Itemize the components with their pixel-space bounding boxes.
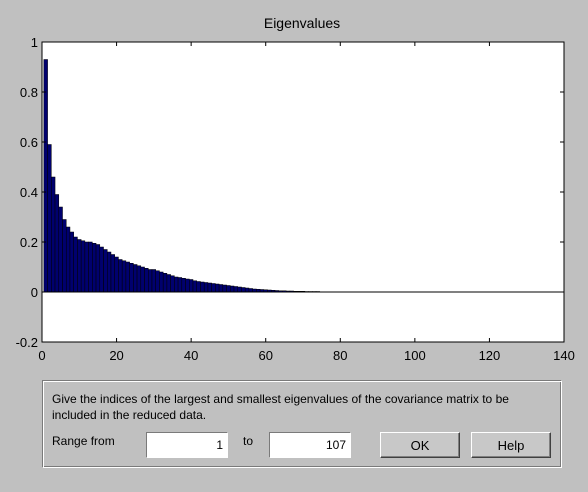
bar-19 <box>110 254 115 293</box>
bar-39 <box>185 278 190 293</box>
bar-2 <box>47 144 52 293</box>
x-tick-label: 0 <box>38 348 45 363</box>
bar-36 <box>174 276 179 293</box>
x-tick-label: 100 <box>404 348 426 363</box>
bar-37 <box>177 277 183 293</box>
to-label: to <box>243 434 254 448</box>
bar-41 <box>192 280 197 293</box>
bar-21 <box>118 259 123 293</box>
bar-16 <box>99 246 104 293</box>
range-from-input[interactable] <box>146 432 228 458</box>
bar-56 <box>248 288 253 293</box>
bar-1 <box>43 59 48 293</box>
range-to-input[interactable] <box>269 432 351 458</box>
bar-18 <box>107 251 112 293</box>
bar-17 <box>103 249 108 293</box>
bar-32 <box>159 271 164 293</box>
ok-button[interactable]: OK <box>380 432 460 458</box>
bar-38 <box>181 278 186 293</box>
range-from-label: Range from <box>52 434 115 448</box>
bar-51 <box>230 285 235 293</box>
x-tick-label: 140 <box>553 348 575 363</box>
x-tick-label: 20 <box>109 348 123 363</box>
y-tick-label: 0.6 <box>20 135 38 150</box>
bar-30 <box>151 269 156 293</box>
y-tick-label: 0 <box>31 285 38 300</box>
bar-11 <box>80 240 86 293</box>
y-axis: -0.2 0 0.2 0.4 0.6 0.8 1 <box>16 35 564 350</box>
bar-7 <box>65 226 71 293</box>
bar-13 <box>88 241 93 293</box>
plot-area <box>41 41 565 343</box>
bar-10 <box>77 239 82 293</box>
bar-14 <box>92 243 97 293</box>
help-button[interactable]: Help <box>471 432 551 458</box>
x-tick-label: 60 <box>258 348 272 363</box>
bar-27 <box>140 266 145 293</box>
y-tick-label: 0.2 <box>20 235 38 250</box>
bar-44 <box>203 282 209 293</box>
bar-54 <box>241 287 246 293</box>
bar-53 <box>237 286 242 293</box>
bar-35 <box>170 275 175 293</box>
bar-23 <box>125 261 130 293</box>
bar-55 <box>244 287 250 293</box>
bar-52 <box>233 286 238 293</box>
prompt-text: Give the indices of the largest and smal… <box>52 392 509 422</box>
bar-47 <box>215 283 220 293</box>
eigenvalue-chart: Eigenvalues -0.200.20.40.60.81 0 20 40 60 80… <box>16 15 575 363</box>
y-tick-label: 0.4 <box>20 185 38 200</box>
bar-34 <box>166 274 171 293</box>
bar-42 <box>196 281 201 293</box>
chart-title: Eigenvalues <box>264 15 340 31</box>
bar-28 <box>144 268 149 293</box>
x-axis: 0 20 40 60 80 100 120 140 <box>38 42 575 363</box>
bar-9 <box>73 236 78 293</box>
bar-43 <box>200 281 205 293</box>
bar-40 <box>189 279 194 293</box>
bar-15 <box>95 244 101 293</box>
x-tick-label: 40 <box>184 348 198 363</box>
bar-6 <box>62 219 67 293</box>
bar-3 <box>51 176 56 293</box>
bar-49 <box>222 284 227 293</box>
bar-25 <box>133 264 138 293</box>
y-tick-label: -0.2 <box>16 335 38 350</box>
bar-8 <box>69 231 74 293</box>
bar-20 <box>114 256 119 293</box>
y-tick-label: 0.8 <box>20 85 38 100</box>
bar-33 <box>162 273 168 293</box>
bar-45 <box>207 282 212 293</box>
bar-48 <box>218 284 224 293</box>
bar-31 <box>155 270 160 293</box>
x-tick-label: 80 <box>333 348 347 363</box>
bar-4 <box>54 194 60 293</box>
bar-12 <box>84 241 89 293</box>
bar-46 <box>211 283 216 293</box>
bar-26 <box>136 265 142 293</box>
x-tick-label: 120 <box>479 348 501 363</box>
bar-24 <box>129 263 134 293</box>
dimension-reduction-panel: Give the indices of the largest and smal… <box>42 380 562 468</box>
bar-50 <box>226 285 231 293</box>
bar-22 <box>121 260 127 293</box>
y-tick-label: 1 <box>31 35 38 50</box>
bar-29 <box>148 269 153 293</box>
bar-5 <box>58 206 63 293</box>
